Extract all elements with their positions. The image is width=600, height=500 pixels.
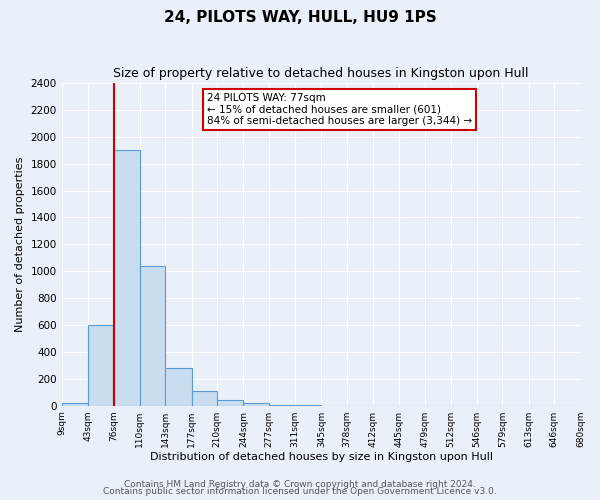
Text: Contains HM Land Registry data © Crown copyright and database right 2024.: Contains HM Land Registry data © Crown c… (124, 480, 476, 489)
Text: 24, PILOTS WAY, HULL, HU9 1PS: 24, PILOTS WAY, HULL, HU9 1PS (164, 10, 436, 25)
Bar (217, 400, 244, 406)
Bar (191, 391, 217, 406)
Bar (62, 403, 88, 406)
Bar (140, 266, 165, 406)
Bar (244, 403, 269, 406)
Bar (269, 405, 295, 406)
Text: Contains public sector information licensed under the Open Government Licence v3: Contains public sector information licen… (103, 487, 497, 496)
Y-axis label: Number of detached properties: Number of detached properties (15, 156, 25, 332)
Bar (113, 150, 140, 406)
X-axis label: Distribution of detached houses by size in Kingston upon Hull: Distribution of detached houses by size … (149, 452, 493, 462)
Bar (165, 368, 191, 406)
Bar (88, 325, 113, 406)
Title: Size of property relative to detached houses in Kingston upon Hull: Size of property relative to detached ho… (113, 68, 529, 80)
Text: 24 PILOTS WAY: 77sqm
← 15% of detached houses are smaller (601)
84% of semi-deta: 24 PILOTS WAY: 77sqm ← 15% of detached h… (207, 92, 472, 126)
